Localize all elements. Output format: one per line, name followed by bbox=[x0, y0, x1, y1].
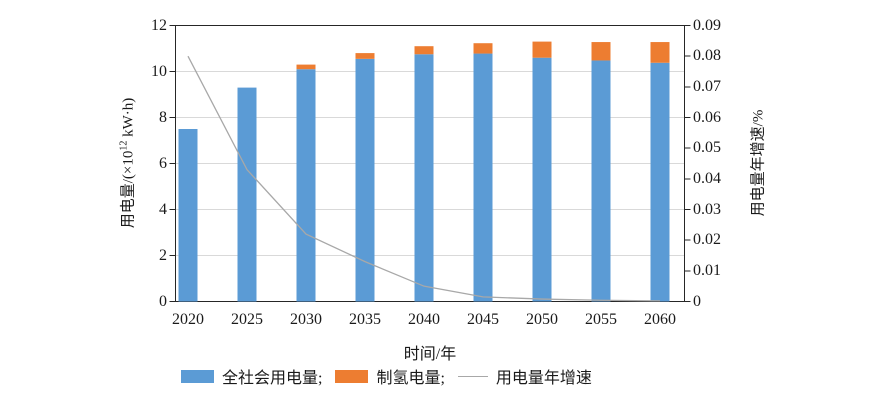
bar-total-consumption-2025 bbox=[237, 87, 257, 302]
growth-rate-line bbox=[187, 55, 661, 302]
legend-item-hydrogen-electricity: 制氢电量; bbox=[335, 364, 445, 388]
bar-total-consumption-2055 bbox=[591, 60, 611, 302]
legend-item-growth-rate: 用电量年增速 bbox=[457, 364, 592, 388]
left-axis-tick-label: 12 bbox=[151, 16, 167, 34]
legend-label-hydrogen-electricity: 制氢电量; bbox=[376, 370, 445, 387]
legend-swatch-hydrogen-electricity bbox=[335, 369, 369, 383]
x-axis-tick-label: 2045 bbox=[467, 311, 499, 328]
right-axis-tick-label: 0.04 bbox=[693, 169, 721, 187]
x-axis-title: 时间/年 bbox=[403, 346, 457, 363]
right-axis-tick-label: 0.08 bbox=[693, 47, 721, 65]
bar-total-consumption-2030 bbox=[296, 69, 316, 302]
bar-total-consumption-2035 bbox=[355, 58, 375, 302]
bar-hydrogen-electricity-2030 bbox=[296, 64, 316, 70]
x-axis-tick-label: 2040 bbox=[408, 311, 440, 328]
bar-total-consumption-2050 bbox=[532, 57, 552, 302]
x-axis-tick-label: 2055 bbox=[585, 311, 617, 328]
left-axis-tick-label: 10 bbox=[151, 62, 167, 80]
right-axis-tick-label: 0.07 bbox=[693, 77, 721, 95]
bar-hydrogen-electricity-2055 bbox=[591, 42, 611, 61]
bar-total-consumption-2040 bbox=[414, 54, 434, 302]
left-axis-tick-label: 4 bbox=[159, 200, 167, 218]
right-axis-tick-label: 0.03 bbox=[693, 200, 721, 218]
left-axis-tick-label: 2 bbox=[159, 246, 167, 264]
x-axis-tick-label: 2020 bbox=[172, 311, 204, 328]
right-axis-tick-label: 0.02 bbox=[693, 231, 721, 249]
bar-hydrogen-electricity-2060 bbox=[650, 42, 670, 63]
right-axis-tick-label: 0.09 bbox=[693, 16, 721, 34]
legend-label-total-consumption: 全社会用电量; bbox=[222, 370, 323, 387]
bar-hydrogen-electricity-2045 bbox=[473, 43, 493, 54]
right-axis-title: 用电量年增速/% bbox=[750, 109, 767, 217]
x-axis-tick-label: 2060 bbox=[644, 311, 676, 328]
legend-label-growth-rate: 用电量年增速 bbox=[495, 370, 592, 387]
bar-hydrogen-electricity-2040 bbox=[414, 46, 434, 55]
legend-item-total-consumption: 全社会用电量; bbox=[181, 364, 322, 388]
left-axis-tick-label: 8 bbox=[159, 108, 167, 126]
bar-total-consumption-2020 bbox=[178, 129, 198, 302]
legend: 全社会用电量; 制氢电量; 用电量年增速 bbox=[181, 364, 592, 388]
x-axis-tick-label: 2030 bbox=[290, 311, 322, 328]
left-axis-tick-label: 0 bbox=[159, 292, 167, 310]
left-axis-title-suffix: kW·h) bbox=[120, 97, 137, 141]
left-axis-title: 用电量/(×1012 kW·h) bbox=[117, 98, 138, 229]
left-axis-title-prefix: 用电量/(×10 bbox=[120, 150, 137, 229]
left-axis-tick-label: 6 bbox=[159, 154, 167, 172]
bar-total-consumption-2060 bbox=[650, 62, 670, 302]
bar-total-consumption-2045 bbox=[473, 53, 493, 302]
x-axis-tick-label: 2035 bbox=[349, 311, 381, 328]
legend-swatch-total-consumption bbox=[181, 369, 214, 383]
x-axis-tick-label: 2025 bbox=[231, 311, 263, 328]
legend-swatch-growth-rate-line bbox=[457, 375, 488, 377]
right-axis-tick-label: 0.06 bbox=[693, 108, 721, 126]
right-axis-tick-label: 0.01 bbox=[693, 261, 721, 279]
right-axis-tick-label: 0 bbox=[693, 292, 701, 310]
left-axis-title-exponent: 12 bbox=[118, 140, 130, 151]
bar-hydrogen-electricity-2050 bbox=[532, 41, 552, 58]
bar-hydrogen-electricity-2035 bbox=[355, 53, 375, 59]
x-axis-tick-label: 2050 bbox=[526, 311, 558, 328]
right-axis-tick-label: 0.05 bbox=[693, 139, 721, 157]
